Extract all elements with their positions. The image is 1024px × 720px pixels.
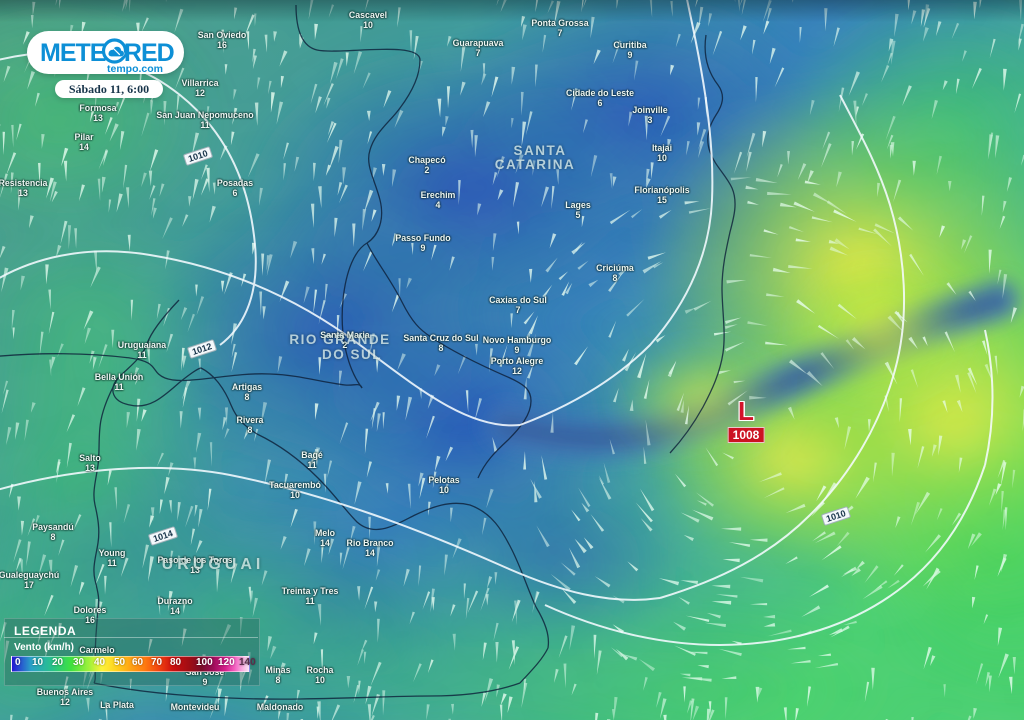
svg-text:tempo.com: tempo.com [107, 63, 163, 74]
